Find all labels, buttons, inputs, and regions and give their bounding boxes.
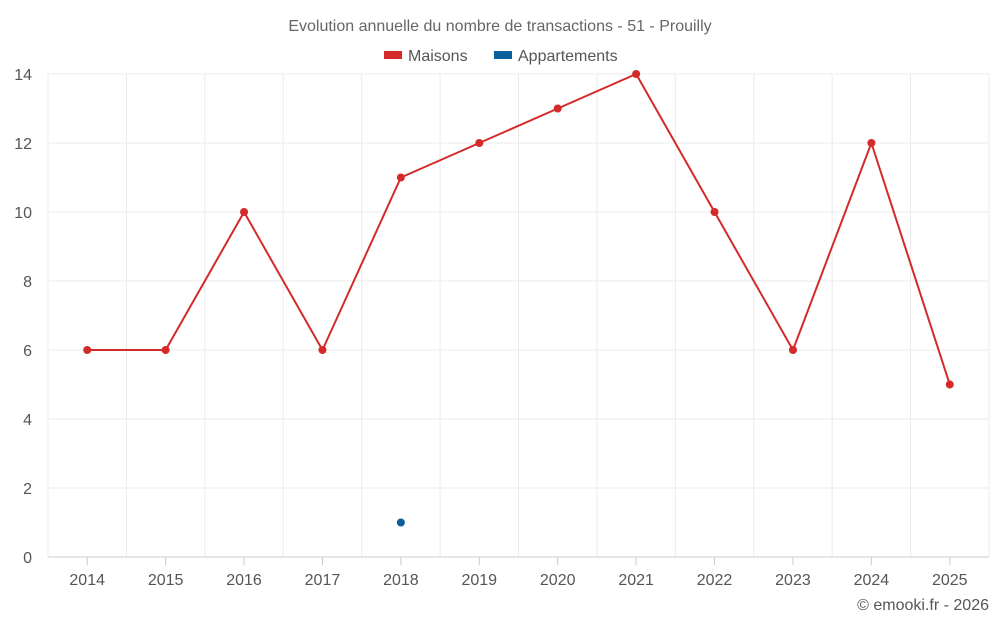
y-tick-label: 4 [23,412,32,429]
x-tick-label: 2014 [69,572,105,589]
series-maisons [83,70,954,389]
data-point [396,518,405,527]
data-point [788,346,797,354]
x-tick-label: 2024 [854,572,890,589]
series-line [87,73,951,385]
data-point [318,346,327,354]
credit-text: © emooki.fr - 2026 [857,597,989,614]
x-tick-label: 2015 [148,572,184,589]
axes: 0 2 4 6 8 10 12 14 2014 2015 2016 2017 2018 2019 2020 2… [14,67,989,589]
data-point [867,139,876,147]
x-tick-label: 2020 [540,572,576,589]
x-tick-label: 2017 [305,572,341,589]
y-tick-label: 0 [23,550,32,567]
series-appartements [396,518,405,527]
x-tick-label: 2018 [383,572,419,589]
legend-label: Maisons [408,48,468,65]
legend-label: Appartements [518,48,618,65]
chart-title: Evolution annuelle du nombre de transact… [288,18,711,35]
legend-item-maisons: Maisons [384,48,468,65]
series-layer [83,70,954,527]
data-point [396,173,405,182]
x-tick-label: 2022 [697,572,733,589]
data-point [83,346,92,354]
legend-swatch [384,51,402,59]
data-point [240,208,249,216]
x-tick-label: 2019 [461,572,497,589]
y-tick-label: 6 [23,343,32,360]
data-point [945,380,954,389]
y-tick-label: 12 [14,136,32,153]
data-point [161,346,170,354]
x-tick-label: 2025 [932,572,968,589]
data-point [553,104,562,113]
y-tick-label: 8 [23,274,32,291]
legend-item-appartements: Appartements [494,48,618,65]
y-tick-label: 14 [14,67,32,84]
legend: Maisons Appartements [384,48,618,65]
y-tick-label: 2 [23,481,32,498]
data-point [710,208,719,216]
x-tick-label: 2023 [775,572,811,589]
y-tick-label: 10 [14,205,32,222]
x-tick-label: 2021 [618,572,654,589]
data-point [632,70,641,78]
legend-swatch [494,51,512,59]
data-point [475,139,484,147]
x-tick-label: 2016 [226,572,262,589]
grid [47,73,990,557]
